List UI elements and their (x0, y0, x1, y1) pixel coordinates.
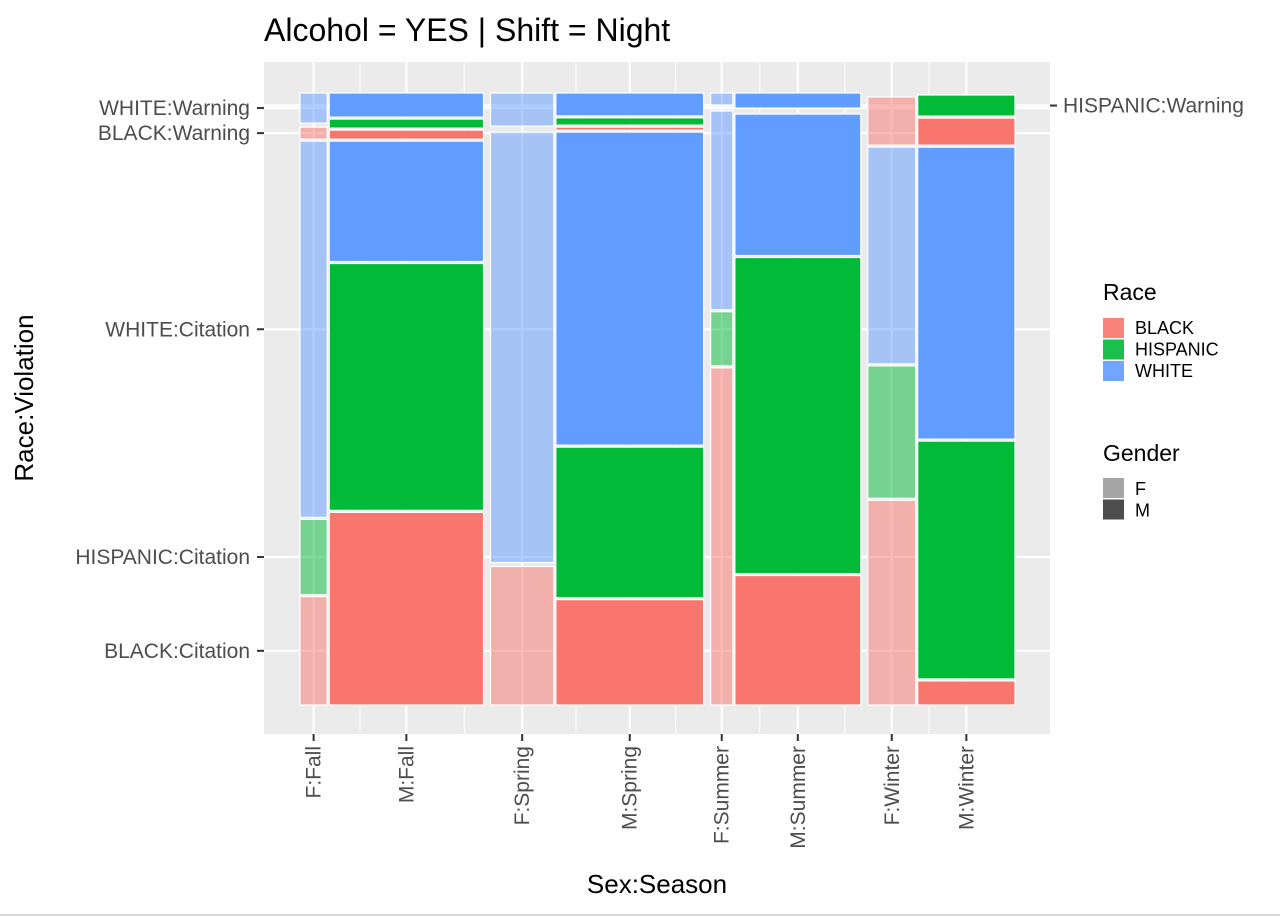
tile-f-winter-hispanic-citation (867, 365, 917, 499)
tile-m-winter-black-citation (917, 680, 1016, 706)
tile-m-fall-white-citation (328, 140, 485, 263)
y-tick-label-2: WHITE:Citation (105, 318, 250, 341)
x-tick-label-5: M:Summer (787, 746, 810, 849)
x-tick-label-4: F:Summer (711, 746, 734, 844)
tile-f-fall-black-citation (299, 596, 328, 706)
tile-f-fall-white-warning (299, 92, 328, 124)
y-tick-label-right: HISPANIC:Warning (1063, 95, 1244, 118)
x-axis-title: Sex:Season (587, 869, 727, 899)
y-tick-label-1: HISPANIC:Citation (75, 546, 250, 569)
x-tick-label-6: F:Winter (881, 746, 904, 825)
tile-f-spring-white-warning (489, 92, 555, 127)
legend-label-gender-m: M (1135, 501, 1150, 521)
legend-key-gender-m (1103, 499, 1124, 520)
chart-title: Alcohol = YES | Shift = Night (264, 12, 670, 48)
legend-title-gender: Gender (1103, 440, 1180, 466)
tile-m-summer-white-warning (734, 92, 862, 109)
tile-m-summer-white-citation (734, 113, 862, 257)
tile-f-fall-black-warning (299, 126, 328, 140)
tile-m-fall-black-citation (328, 511, 485, 706)
tile-m-winter-black-warning (917, 117, 1016, 146)
tile-f-fall-white-citation (299, 140, 328, 518)
tile-m-fall-white-warning (328, 92, 485, 118)
y-tick-label-3: BLACK:Warning (98, 122, 250, 145)
legend-label-gender-f: F (1135, 479, 1146, 499)
tile-m-fall-hispanic-citation (328, 262, 485, 511)
tile-f-fall-hispanic-citation (299, 518, 328, 596)
legend-key-race-white (1103, 361, 1124, 381)
tile-m-spring-white-warning (555, 92, 705, 117)
tile-f-winter-white-citation (867, 146, 917, 365)
tile-m-summer-hispanic-citation (734, 256, 862, 575)
tile-m-fall-black-warning (328, 129, 485, 140)
y-tick-label-0: BLACK:Citation (104, 640, 250, 663)
tile-f-summer-white-warning (710, 92, 734, 106)
x-tick-label-3: M:Spring (619, 746, 642, 830)
x-tick-label-0: F:Fall (303, 746, 326, 799)
legend-label-race-hispanic: HISPANIC (1135, 340, 1219, 360)
tile-m-spring-hispanic-warning (555, 117, 705, 126)
legend-key-gender-f (1103, 478, 1124, 498)
tile-f-summer-white-citation (710, 110, 734, 311)
tile-f-spring-white-citation (489, 131, 555, 564)
tile-m-winter-hispanic-citation (917, 440, 1016, 680)
y-tick-label-4: WHITE:Warning (99, 97, 250, 120)
x-tick-label-2: F:Spring (511, 746, 534, 825)
tile-f-winter-black-warning (867, 96, 917, 146)
tile-m-winter-white-citation (917, 146, 1016, 440)
tile-f-spring-black-citation (489, 565, 555, 706)
legend-label-race-black: BLACK (1135, 318, 1194, 338)
x-tick-label-7: M:Winter (955, 746, 978, 830)
tile-m-winter-hispanic-warning (917, 94, 1016, 117)
y-axis-title: Race:Violation (9, 314, 39, 481)
tile-m-fall-hispanic-warning (328, 118, 485, 129)
tile-m-summer-black-citation (734, 574, 862, 706)
window-bottom-border (0, 914, 1280, 916)
tile-m-spring-white-citation (555, 131, 705, 446)
legend-label-race-white: WHITE (1135, 361, 1193, 381)
legend-title-race: Race (1103, 279, 1157, 305)
tile-f-summer-black-citation (710, 367, 734, 706)
tile-m-spring-hispanic-citation (555, 446, 705, 599)
x-tick-label-1: M:Fall (395, 746, 418, 803)
tile-m-spring-black-citation (555, 599, 705, 706)
tile-f-winter-black-citation (867, 499, 917, 706)
tile-m-spring-black-warning (555, 126, 705, 131)
legend-key-race-black (1103, 318, 1124, 338)
legend-key-race-hispanic (1103, 339, 1124, 360)
tile-f-summer-hispanic-citation (710, 311, 734, 367)
